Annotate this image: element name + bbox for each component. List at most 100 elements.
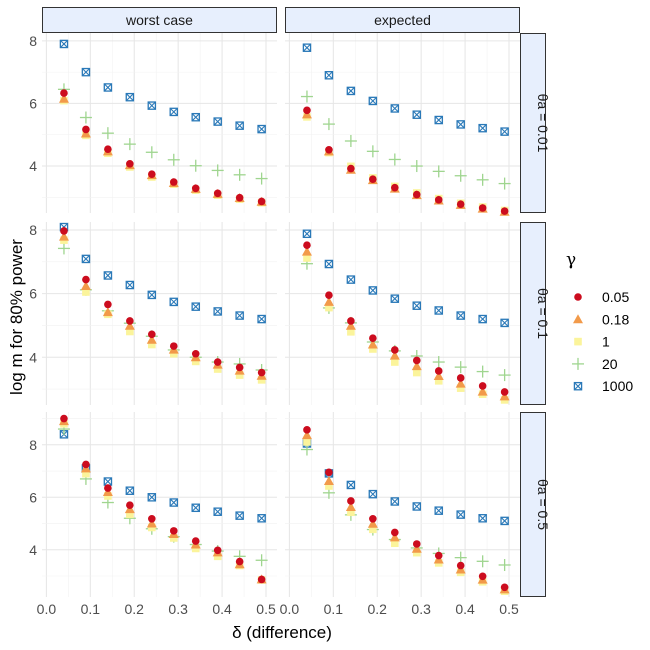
data-point — [478, 572, 487, 581]
data-point — [390, 104, 400, 113]
facet-panel — [57, 414, 268, 584]
data-point — [455, 378, 466, 388]
data-point — [500, 207, 509, 215]
data-point — [476, 173, 489, 186]
data-point — [456, 384, 465, 392]
data-series — [59, 39, 266, 134]
data-point — [79, 111, 92, 124]
data-point — [82, 469, 90, 478]
data-point — [476, 555, 489, 568]
data-point — [59, 39, 69, 49]
data-point — [81, 67, 91, 77]
data-point — [454, 551, 467, 564]
data-point — [191, 357, 200, 366]
row-strip-label: θa = 0.5 — [535, 479, 551, 530]
data-point — [257, 376, 266, 384]
x-tick-label: 0.3 — [168, 601, 188, 617]
data-point — [478, 204, 487, 212]
legend-title: γ — [566, 250, 576, 270]
legend-label: 0.18 — [602, 311, 629, 327]
data-series — [303, 113, 509, 215]
x-tick-label: 0.0 — [37, 601, 57, 617]
y-tick-label: 8 — [29, 33, 37, 49]
data-point — [434, 306, 443, 315]
data-point — [324, 259, 334, 269]
data-point — [322, 118, 335, 131]
y-tick-label: 6 — [29, 95, 37, 111]
data-point — [367, 518, 378, 528]
data-point — [124, 320, 135, 330]
x-tick-label: 0.4 — [212, 601, 232, 617]
legend-key — [574, 293, 582, 301]
y-tick-label: 8 — [29, 222, 37, 238]
legend-label: 1000 — [602, 378, 633, 394]
data-point — [233, 168, 246, 181]
legend-key — [573, 314, 583, 324]
y-tick-label: 4 — [29, 158, 37, 174]
data-point — [368, 286, 378, 295]
data-point — [257, 514, 266, 523]
data-point — [434, 551, 443, 560]
data-point — [347, 317, 355, 325]
data-point — [476, 365, 489, 378]
x-tick-label: 0.2 — [125, 601, 145, 617]
data-point — [347, 164, 355, 173]
data-point — [147, 290, 157, 300]
data-series — [60, 236, 266, 384]
data-point — [213, 117, 222, 126]
data-point — [391, 528, 399, 537]
data-point — [434, 377, 443, 385]
data-point — [257, 124, 266, 134]
data-point — [255, 554, 268, 567]
data-point — [412, 301, 422, 310]
data-point — [411, 361, 422, 371]
data-point — [369, 345, 377, 353]
data-point — [191, 349, 200, 358]
facet-panel — [57, 39, 268, 207]
data-point — [104, 484, 112, 492]
data-point — [478, 382, 487, 390]
data-point — [123, 138, 136, 151]
data-point — [257, 314, 266, 324]
data-point — [60, 414, 68, 423]
data-point — [235, 121, 244, 130]
data-point — [325, 145, 333, 154]
data-point — [147, 493, 157, 502]
data-point — [323, 476, 334, 486]
data-point — [434, 506, 443, 515]
data-point — [500, 318, 509, 328]
data-point — [191, 537, 200, 545]
data-point — [500, 388, 509, 396]
data-point — [346, 275, 356, 284]
data-point — [345, 501, 356, 511]
data-point — [389, 350, 400, 360]
data-point — [57, 242, 70, 255]
y-tick-label: 4 — [29, 542, 37, 558]
data-point — [235, 511, 244, 520]
data-point — [302, 229, 312, 239]
data-point — [391, 346, 399, 354]
data-point — [235, 557, 244, 566]
data-point — [325, 291, 333, 300]
data-point — [80, 280, 91, 290]
data-point — [102, 307, 113, 317]
data-point — [434, 196, 443, 204]
data-series — [300, 90, 511, 190]
data-point — [346, 480, 356, 490]
data-point — [191, 302, 200, 311]
data-point — [301, 430, 312, 440]
data-series — [301, 246, 510, 401]
legend-label: 0.05 — [602, 289, 629, 305]
data-point — [369, 175, 377, 183]
data-point — [433, 371, 444, 381]
row-strip — [520, 33, 546, 213]
data-series — [300, 443, 511, 571]
data-point — [347, 508, 355, 517]
data-point — [126, 510, 134, 519]
data-point — [412, 190, 421, 199]
data-point — [346, 86, 356, 96]
y-tick-label: 8 — [29, 437, 37, 453]
data-point — [169, 342, 178, 350]
data-point — [213, 307, 222, 316]
data-point — [410, 160, 423, 173]
